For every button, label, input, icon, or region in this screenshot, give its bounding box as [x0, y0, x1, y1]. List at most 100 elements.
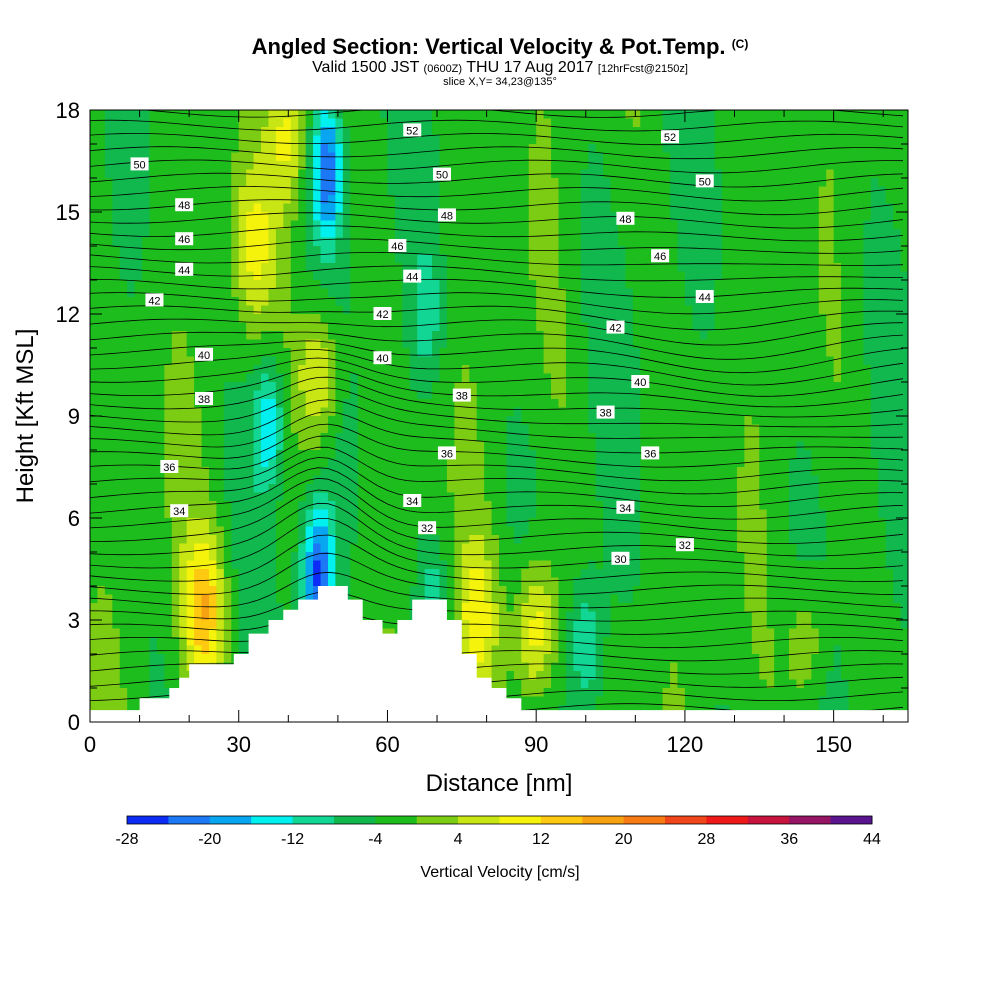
velocity-cell [558, 339, 567, 349]
velocity-cell [751, 407, 760, 417]
velocity-cell [506, 348, 515, 358]
velocity-cell [841, 467, 850, 477]
velocity-cell [684, 424, 693, 434]
velocity-cell [766, 220, 775, 230]
velocity-cell [751, 280, 760, 290]
velocity-cell [610, 450, 619, 460]
velocity-cell [357, 399, 366, 409]
velocity-cell [216, 237, 225, 247]
velocity-cell [774, 161, 783, 171]
velocity-cell [335, 314, 344, 324]
velocity-cell [365, 110, 374, 120]
velocity-cell [149, 127, 158, 137]
velocity-cell [409, 314, 418, 324]
velocity-cell [424, 348, 433, 358]
velocity-cell [484, 450, 493, 460]
velocity-cell [201, 458, 210, 468]
velocity-cell [231, 254, 240, 264]
velocity-cell [841, 399, 850, 409]
velocity-cell [565, 212, 574, 222]
velocity-cell [119, 271, 128, 281]
velocity-cell [551, 229, 560, 239]
velocity-cell [97, 433, 106, 443]
velocity-cell [208, 161, 218, 171]
velocity-cell [394, 382, 403, 392]
velocity-cell [521, 339, 530, 349]
velocity-cell [528, 203, 537, 213]
velocity-cell [402, 467, 411, 477]
velocity-cell [305, 484, 314, 494]
velocity-cell [826, 203, 835, 213]
velocity-cell [417, 348, 426, 358]
velocity-cell [595, 390, 604, 400]
velocity-cell [469, 152, 478, 162]
velocity-cell [811, 356, 820, 366]
velocity-cell [394, 127, 403, 137]
velocity-cell [446, 254, 455, 264]
velocity-cell [402, 331, 411, 341]
velocity-cell [632, 424, 641, 434]
velocity-cell [223, 314, 232, 324]
velocity-cell [588, 169, 597, 179]
velocity-cell [417, 365, 426, 375]
velocity-cell [610, 186, 619, 196]
velocity-cell [878, 475, 887, 485]
velocity-cell [261, 297, 270, 307]
velocity-cell [104, 195, 113, 205]
velocity-cell [446, 280, 455, 290]
velocity-cell [134, 246, 143, 256]
velocity-cell [499, 441, 508, 451]
velocity-cell [469, 178, 478, 188]
velocity-cell [164, 348, 173, 358]
velocity-cell [90, 246, 99, 256]
velocity-cell [380, 212, 389, 222]
velocity-cell [632, 127, 641, 137]
velocity-cell [380, 297, 389, 307]
velocity-cell [469, 229, 478, 239]
velocity-cell [357, 212, 366, 222]
velocity-cell [863, 186, 872, 196]
velocity-cell [149, 348, 158, 358]
velocity-cell [268, 450, 277, 460]
velocity-cell [677, 365, 686, 375]
velocity-cell [513, 254, 522, 264]
velocity-cell [848, 110, 857, 120]
velocity-cell [521, 254, 530, 264]
velocity-cell [744, 424, 753, 434]
velocity-cell [134, 322, 143, 332]
velocity-cell [97, 263, 106, 273]
velocity-cell [402, 152, 411, 162]
velocity-cell [335, 433, 344, 443]
velocity-cell [670, 314, 679, 324]
velocity-cell [357, 373, 366, 383]
velocity-cell [632, 339, 641, 349]
velocity-cell [201, 229, 210, 239]
velocity-cell [565, 118, 574, 128]
velocity-cell [558, 288, 567, 298]
velocity-cell [528, 212, 537, 222]
velocity-cell [818, 390, 827, 400]
velocity-cell [677, 246, 686, 256]
velocity-cell [774, 229, 783, 239]
velocity-cell [283, 144, 292, 154]
velocity-cell [119, 127, 128, 137]
velocity-cell [216, 220, 225, 230]
velocity-cell [372, 433, 381, 443]
velocity-cell [432, 441, 441, 451]
velocity-cell [722, 407, 731, 417]
velocity-cell [551, 382, 560, 392]
velocity-cell [632, 305, 641, 315]
velocity-cell [320, 492, 329, 502]
velocity-cell [878, 144, 887, 154]
velocity-cell [885, 356, 894, 366]
velocity-cell [818, 271, 827, 281]
velocity-cell [387, 339, 396, 349]
velocity-cell [833, 271, 842, 281]
velocity-cell [164, 407, 173, 417]
velocity-cell [707, 237, 716, 247]
velocity-cell [811, 467, 820, 477]
velocity-cell [275, 220, 284, 230]
velocity-cell [372, 390, 381, 400]
velocity-cell [142, 254, 151, 264]
velocity-cell [796, 178, 805, 188]
